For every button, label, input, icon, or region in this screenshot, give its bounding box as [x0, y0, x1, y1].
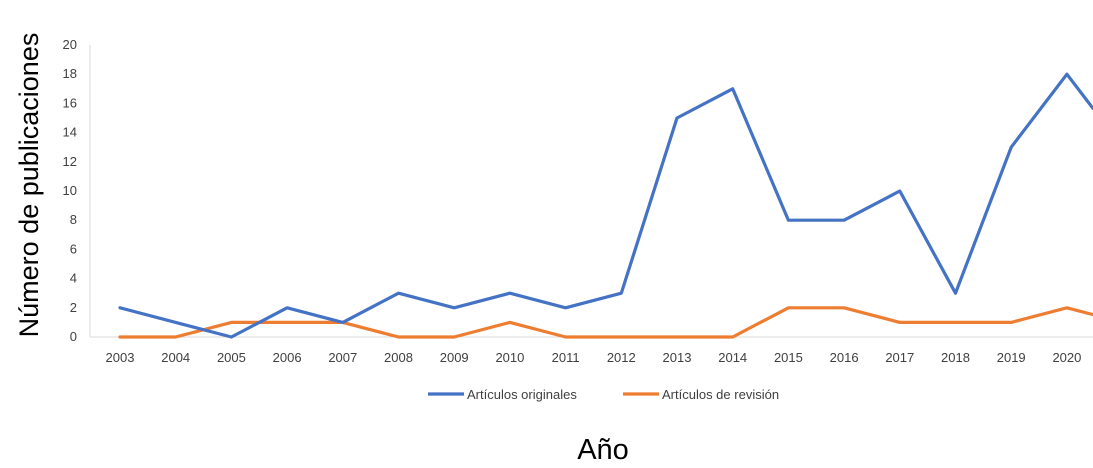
x-tick-label: 2009 [440, 350, 469, 365]
x-tick-label: 2012 [607, 350, 636, 365]
y-tick-label: 12 [63, 154, 77, 169]
series-layer [118, 72, 1093, 339]
series-line [118, 306, 1093, 339]
y-tick-label: 4 [70, 271, 77, 286]
y-tick-label: 14 [63, 125, 77, 140]
x-tick-label: 2014 [718, 350, 747, 365]
legend-label: Artículos originales [467, 387, 577, 402]
x-tick-label: 2004 [161, 350, 190, 365]
x-tick-label: 2017 [885, 350, 914, 365]
x-tick-label: 2015 [774, 350, 803, 365]
y-tick-label: 8 [70, 212, 77, 227]
y-tick-labels: 0 2 4 6 8 10 12 14 16 18 20 [63, 37, 77, 344]
legend: Artículos originales Artículos de revisió… [428, 387, 779, 402]
x-tick-labels: 2003 2004 2005 2006 2007 2008 2009 2010 2011 2012… [106, 350, 1082, 365]
x-tick-label: 2010 [495, 350, 524, 365]
x-tick-label: 2008 [384, 350, 413, 365]
y-tick-label: 10 [63, 183, 77, 198]
legend-label: Artículos de revisión [662, 387, 779, 402]
x-tick-label: 2013 [663, 350, 692, 365]
y-tick-label: 18 [63, 66, 77, 81]
x-axis-title: Año [577, 434, 629, 466]
y-axis-title: Número de publicaciones [14, 33, 44, 338]
x-tick-label: 2016 [830, 350, 859, 365]
y-tick-label: 20 [63, 37, 77, 52]
x-tick-label: 2019 [997, 350, 1026, 365]
y-tick-label: 2 [70, 300, 77, 315]
x-tick-label: 2011 [552, 350, 580, 365]
y-tick-label: 0 [70, 329, 77, 344]
x-tick-label: 2003 [106, 350, 135, 365]
x-tick-label: 2006 [273, 350, 302, 365]
y-tick-label: 16 [63, 95, 77, 110]
x-tick-label: 2007 [328, 350, 357, 365]
series-line [118, 72, 1093, 339]
x-tick-label: 2018 [941, 350, 970, 365]
y-tick-label: 6 [70, 241, 77, 256]
x-tick-label: 2020 [1052, 350, 1081, 365]
x-tick-label: 2005 [217, 350, 246, 365]
